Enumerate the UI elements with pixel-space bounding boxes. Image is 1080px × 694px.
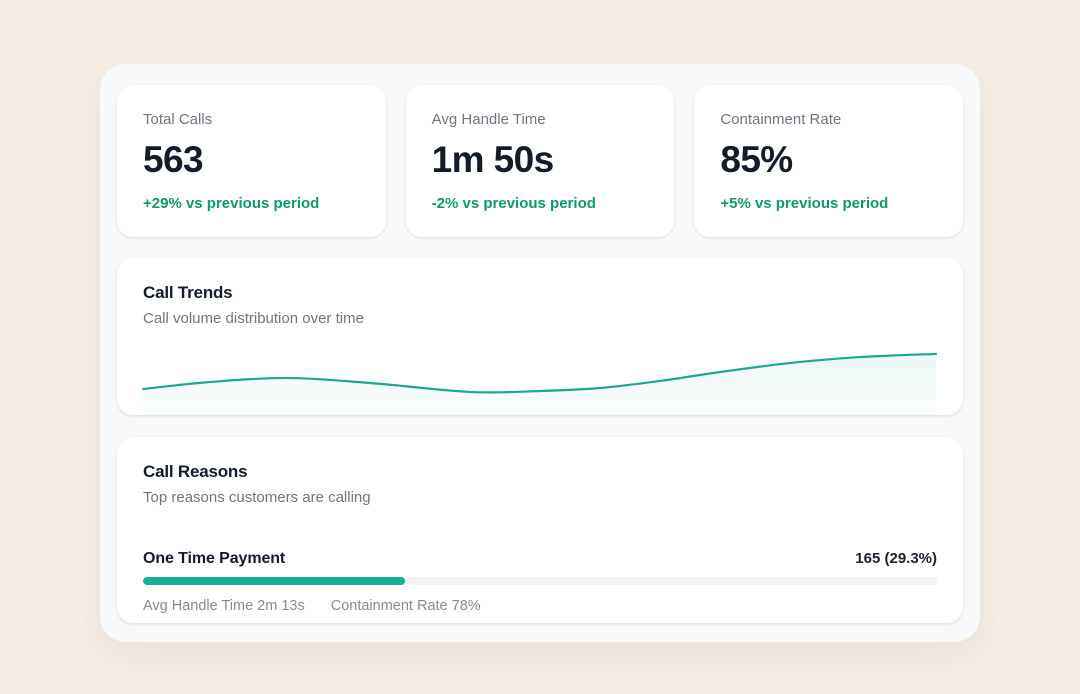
stats-row: Total Calls 563 +29% vs previous period … [117,85,964,237]
trend-area-path [143,353,936,415]
reason-count: 165 (29.3%) [855,550,937,567]
call-trends-card: Call Trends Call volume distribution ove… [117,258,963,415]
dashboard-panel: Total Calls 563 +29% vs previous period … [100,64,980,642]
call-trends-title: Call Trends [143,283,233,302]
stat-value: 85% [720,139,793,180]
reason-meta-containment: Containment Rate 78% [330,598,481,614]
reason-meta-handle-time: Avg Handle Time 2m 13s [143,598,305,614]
stat-label: Containment Rate [720,111,842,128]
reason-row: One Time Payment 165 (29.3%) Avg Handle … [143,549,937,615]
call-trends-header: Call Trends Call volume distribution ove… [117,258,963,328]
stat-delta: +29% vs previous period [143,195,320,212]
call-reasons-subtitle: Top reasons customers are calling [143,489,371,506]
stat-value: 563 [143,139,204,180]
stat-card-total-calls: Total Calls 563 +29% vs previous period [117,85,386,237]
stat-delta: -2% vs previous period [431,195,596,212]
call-reasons-card: Call Reasons Top reasons customers are c… [117,437,963,623]
call-trends-subtitle: Call volume distribution over time [143,310,364,327]
reason-bar-fill [143,577,406,585]
stat-label: Avg Handle Time [431,111,546,128]
reason-header: One Time Payment 165 (29.3%) [143,549,937,569]
call-reasons-title: Call Reasons [143,462,248,481]
trend-chart-svg [142,352,938,415]
stat-card-avg-handle-time: Avg Handle Time 1m 50s -2% vs previous p… [405,85,675,237]
reason-meta: Avg Handle Time 2m 13s Containment Rate … [143,597,937,615]
stat-card-containment-rate: Containment Rate 85% +5% vs previous per… [694,85,964,237]
trend-line-path [142,352,938,394]
call-trends-chart [117,258,963,415]
stat-delta: +5% vs previous period [720,195,889,212]
reason-bar-track [143,577,937,585]
reason-name: One Time Payment [143,550,286,567]
stat-value: 1m 50s [431,139,554,180]
stat-label: Total Calls [143,111,213,128]
